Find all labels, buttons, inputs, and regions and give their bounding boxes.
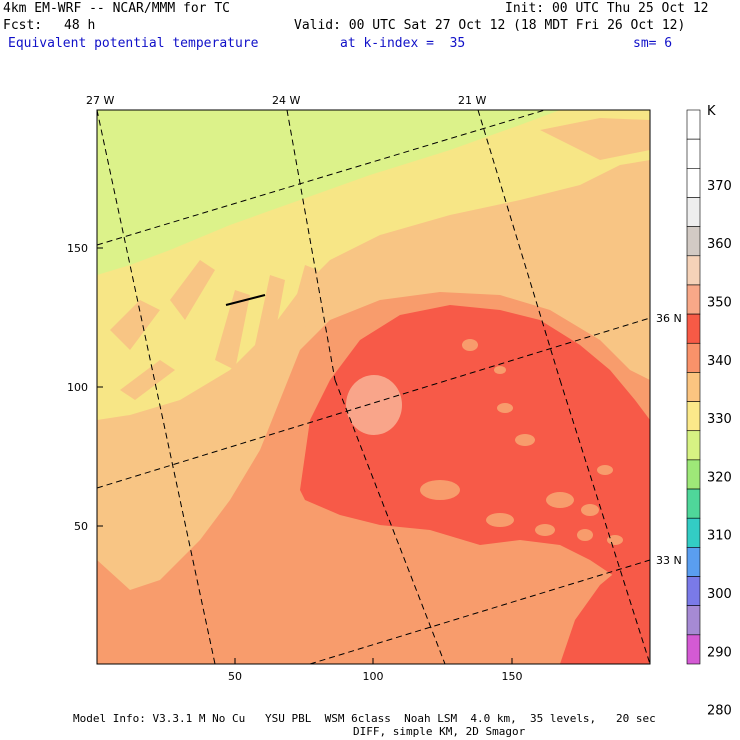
valid-time: Valid: 00 UTC Sat 27 Oct 12 (18 MDT Fri …	[294, 18, 686, 33]
colorbar-segment	[686, 255, 701, 286]
forecast-label: Fcst:	[3, 18, 43, 33]
level-info: at k-index = 35	[340, 36, 466, 51]
colorbar-label: 370	[707, 179, 732, 194]
field-350-pocket	[346, 375, 402, 435]
colorbar-label: 310	[707, 529, 732, 544]
model-info-line2: DIFF, simple KM, 2D Smagor	[353, 725, 526, 738]
forecast-hour: 48 h	[64, 18, 96, 33]
colorbar-segment	[686, 459, 701, 490]
y-tick-50: 50	[74, 520, 88, 533]
colorbar-segment	[686, 109, 701, 140]
x-tick-50: 50	[228, 670, 242, 683]
field-340	[300, 305, 650, 580]
theta-e-field	[97, 110, 650, 664]
colorbar-segment	[686, 517, 701, 548]
colorbar-segment	[686, 547, 701, 577]
colorbar-label: 320	[707, 470, 732, 485]
colorbar-label: 330	[707, 412, 732, 427]
x-tick-150: 150	[502, 670, 523, 683]
colorbar-segment	[686, 488, 701, 519]
y-tick-150: 150	[67, 242, 88, 255]
field-335-specks	[420, 339, 623, 545]
colorbar-segment	[686, 342, 701, 373]
colorbar-segment	[686, 138, 701, 169]
init-time: Init: 00 UTC Thu 25 Oct 12	[505, 1, 709, 16]
colorbar-segment	[686, 576, 701, 606]
colorbar-unit: K	[707, 104, 716, 119]
colorbar-label: 340	[707, 354, 732, 369]
field-330-streaks	[110, 118, 650, 400]
colorbar-label: 360	[707, 237, 732, 252]
lon-label-27w: 27 W	[86, 94, 114, 107]
lat-label-36n: 36 N	[656, 312, 682, 325]
wind-barb	[225, 294, 266, 306]
lon-label-21w: 21 W	[458, 94, 486, 107]
colorbar-segment	[686, 605, 701, 636]
colorbar-label: 350	[707, 295, 732, 310]
colorbar-label: 290	[707, 645, 732, 660]
axis-ticks	[97, 247, 513, 664]
colorbar-segment	[686, 226, 701, 257]
colorbar-segment	[686, 168, 701, 198]
colorbar-segment	[686, 372, 701, 402]
lat-label-33n: 33 N	[656, 554, 682, 567]
lon-line-24w	[286, 110, 336, 381]
smoothing-info: sm= 6	[633, 36, 673, 51]
colorbar	[686, 109, 701, 665]
colorbar-segment	[686, 284, 701, 315]
model-title: 4km EM-WRF -- NCAR/MMM for TC	[3, 1, 230, 16]
lon-label-24w: 24 W	[272, 94, 300, 107]
colorbar-label: 300	[707, 587, 732, 602]
graticule	[97, 110, 650, 664]
field-340-tail	[560, 545, 650, 664]
colorbar-segment	[686, 313, 701, 344]
colorbar-segment	[686, 401, 701, 432]
field-name: Equivalent potential temperature	[8, 36, 259, 51]
model-info-line1: Model Info: V3.3.1 M No Cu YSU PBL WSM 6…	[73, 712, 656, 725]
field-310	[97, 110, 560, 275]
colorbar-segment	[686, 197, 701, 227]
colorbar-segment	[686, 634, 701, 665]
colorbar-label: 280	[707, 704, 732, 719]
colorbar-segment	[686, 430, 701, 461]
x-tick-100: 100	[363, 670, 384, 683]
y-tick-100: 100	[67, 381, 88, 394]
